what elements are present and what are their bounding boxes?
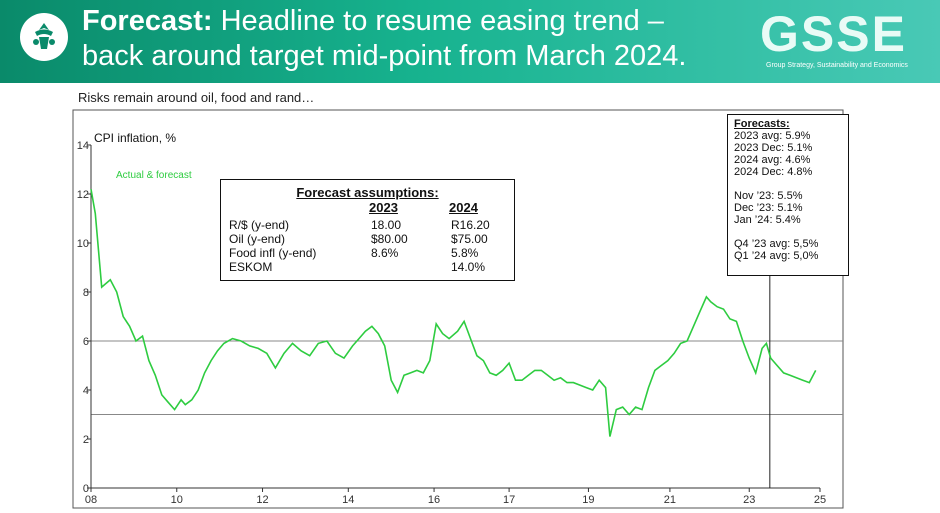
x-tick-label: 23 xyxy=(743,494,755,506)
y-tick-label: 6 xyxy=(83,336,89,348)
x-tick-label: 14 xyxy=(342,494,354,506)
company-logo-icon xyxy=(20,13,68,61)
assumption-row: ESKOM 14.0% xyxy=(229,260,509,274)
assumption-row: Food infl (y-end) 8.6% 5.8% xyxy=(229,246,509,260)
y-tick-label: 0 xyxy=(83,483,89,495)
title-line1: Headline to resume easing trend – xyxy=(212,5,664,37)
x-tick-label: 17 xyxy=(503,494,515,506)
assumption-row: R/$ (y-end) 18.00 R16.20 xyxy=(229,218,509,232)
gsse-logo-subtext: Group Strategy, Sustainability and Econo… xyxy=(766,62,908,69)
title-bold: Forecast: xyxy=(82,5,213,37)
x-tick-label: 19 xyxy=(582,494,594,506)
x-tick-label: 08 xyxy=(85,494,97,506)
assumption-2024: 5.8% xyxy=(451,246,479,260)
assumption-label: R/$ (y-end) xyxy=(229,218,290,232)
forecast-line: Dec ’23: 5.1% xyxy=(734,202,803,214)
plot-frame xyxy=(72,109,844,509)
forecasts-box: Forecasts: 2023 avg: 5.9% 2023 Dec: 5.1%… xyxy=(727,114,849,276)
assumption-2024: 14.0% xyxy=(451,260,486,274)
gsse-logo-text: GSSE xyxy=(760,6,907,62)
x-tick-label: 10 xyxy=(171,494,183,506)
x-tick-label: 21 xyxy=(664,494,676,506)
forecast-line: Q1 ’24 avg: 5,0% xyxy=(734,250,819,262)
y-tick-label: 12 xyxy=(77,189,89,201)
assumption-2024: R16.20 xyxy=(451,218,490,232)
gsse-logo-icon: GSSE Group Strategy, Sustainability and … xyxy=(760,6,932,76)
y-axis-label: CPI inflation, % xyxy=(94,131,176,145)
cpi-series-line xyxy=(90,188,817,437)
assumption-label: Food infl (y-end) xyxy=(229,246,317,260)
x-tick-label: 16 xyxy=(428,494,440,506)
y-tick-label: 10 xyxy=(77,238,89,250)
forecasts-heading: Forecasts: xyxy=(734,118,790,130)
y-tick-label: 4 xyxy=(83,385,89,397)
forecast-line: 2023 avg: 5.9% xyxy=(734,130,811,142)
forecast-assumptions-box: Forecast assumptions: 2023 2024 R/$ (y-e… xyxy=(220,179,515,281)
chart-subtitle: Risks remain around oil, food and rand… xyxy=(78,90,315,105)
assumption-2023: 18.00 xyxy=(371,218,402,232)
assumption-2023: $80.00 xyxy=(371,232,408,246)
assumption-label: Oil (y-end) xyxy=(229,232,286,246)
forecast-line: Nov ’23: 5.5% xyxy=(734,190,803,202)
page-title: Forecast: Headline to resume easing tren… xyxy=(82,4,686,74)
assumption-label: ESKOM xyxy=(229,260,273,274)
forecast-line: 2023 Dec: 5.1% xyxy=(734,142,813,154)
forecast-line: 2024 Dec: 4.8% xyxy=(734,166,813,178)
y-tick-label: 2 xyxy=(83,434,89,446)
forecast-line: Jan ’24: 5.4% xyxy=(734,214,801,226)
assumptions-col-2023: 2023 xyxy=(369,200,398,215)
assumption-2024: $75.00 xyxy=(451,232,488,246)
assumptions-title: Forecast assumptions: xyxy=(296,185,439,200)
x-tick-label: 25 xyxy=(814,494,826,506)
title-line2: back around target mid-point from March … xyxy=(82,40,687,72)
assumptions-col-2024: 2024 xyxy=(449,200,478,215)
forecast-line: 2024 avg: 4.6% xyxy=(734,154,811,166)
assumption-row: Oil (y-end) $80.00 $75.00 xyxy=(229,232,509,246)
series-label: Actual & forecast xyxy=(116,170,192,181)
y-tick-label: 8 xyxy=(83,287,89,299)
header-banner: Forecast: Headline to resume easing tren… xyxy=(0,0,940,83)
assumption-2023: 8.6% xyxy=(371,246,399,260)
forecast-line: Q4 ’23 avg: 5,5% xyxy=(734,238,819,250)
x-tick-label: 12 xyxy=(256,494,268,506)
y-tick-label: 14 xyxy=(77,140,89,152)
